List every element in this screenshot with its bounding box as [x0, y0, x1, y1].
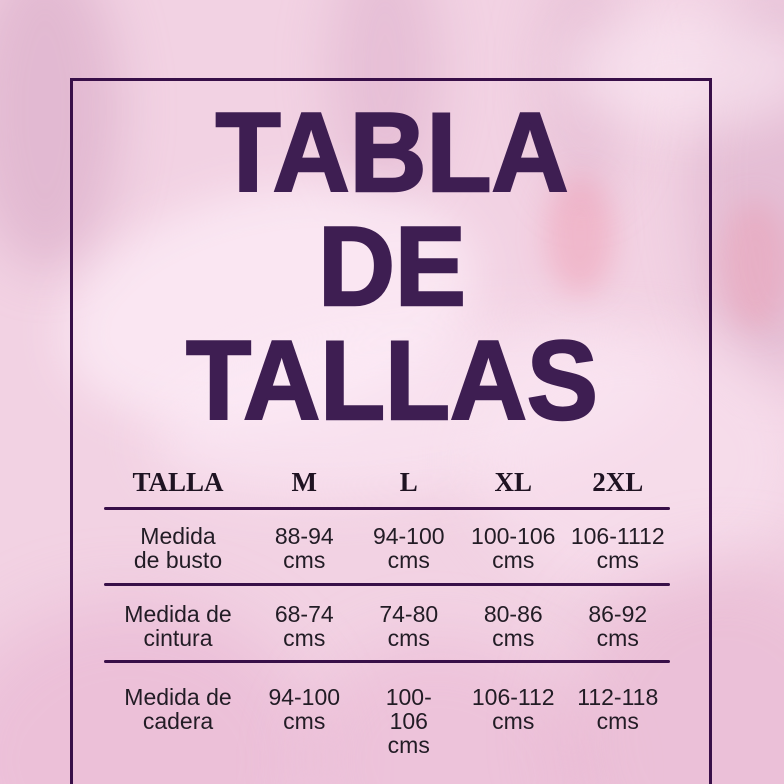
- background-blob: [560, 10, 784, 130]
- size-table: TALLA M L XL 2XL Medida de busto 88-94 c…: [104, 458, 670, 781]
- table-divider: [104, 660, 670, 663]
- header-size-xl: XL: [494, 467, 532, 497]
- header-size-l: L: [399, 467, 418, 497]
- title-line-3: TALLAS: [185, 318, 599, 443]
- background-blob: [720, 200, 784, 330]
- hip-value-xl: 106-112 cms: [471, 684, 555, 734]
- waist-value-l: 74-80 cms: [379, 601, 439, 651]
- header-talla: TALLA: [132, 467, 224, 497]
- hip-value-l: 100- 106 cms: [385, 684, 432, 758]
- waist-value-xl: 80-86 cms: [483, 601, 543, 651]
- row-label-waist: Medida de cintura: [124, 601, 232, 651]
- waist-value-m: 68-74 cms: [274, 601, 334, 651]
- table-row-bust: Medida de busto 88-94 cms 94-100 cms 100…: [104, 510, 670, 583]
- title-line-1: TABLA: [214, 90, 569, 215]
- hip-value-2xl: 112-118 cms: [577, 684, 659, 734]
- bust-value-xl: 100-106 cms: [471, 523, 556, 573]
- table-row-hip: Medida de cadera 94-100 cms 100- 106 cms…: [104, 663, 670, 781]
- row-label-hip: Medida de cadera: [124, 684, 232, 734]
- header-size-m: M: [291, 467, 317, 497]
- title-line-2: DE: [317, 204, 467, 329]
- page-title: TABLA DE TALLAS: [20, 90, 765, 443]
- background-blob: [470, 330, 784, 590]
- table-row-waist: Medida de cintura 68-74 cms 74-80 cms 80…: [104, 586, 670, 660]
- table-divider: [104, 507, 670, 510]
- bust-value-2xl: 106-1112 cms: [570, 523, 665, 573]
- background-blob: [545, 175, 615, 295]
- row-label-bust: Medida de busto: [133, 523, 223, 573]
- chart-border-frame: [70, 78, 712, 784]
- size-table-header-row: TALLA M L XL 2XL: [104, 458, 670, 507]
- bust-value-m: 88-94 cms: [274, 523, 334, 573]
- bust-value-l: 94-100 cms: [372, 523, 445, 573]
- table-divider: [104, 583, 670, 586]
- header-size-2xl: 2XL: [592, 467, 644, 497]
- waist-value-2xl: 86-92 cms: [588, 601, 648, 651]
- background-blob: [330, 0, 440, 200]
- hip-value-m: 94-100 cms: [268, 684, 341, 734]
